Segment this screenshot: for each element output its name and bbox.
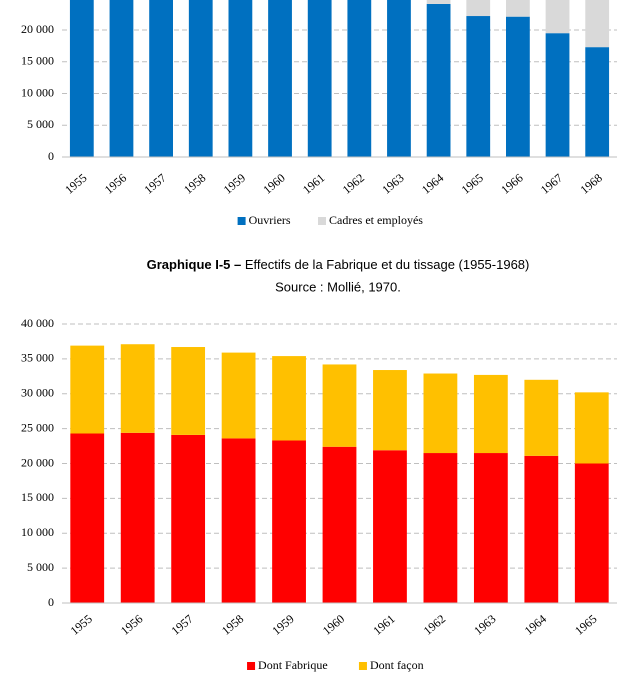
x-tick-label: 1961 bbox=[370, 612, 397, 638]
y-tick-label: 10 000 bbox=[21, 85, 54, 99]
bar-segment bbox=[473, 374, 508, 454]
bar-segment bbox=[545, 0, 570, 34]
x-tick-label: 1963 bbox=[379, 171, 406, 197]
title-text: Effectifs de la Fabrique et du tissage (… bbox=[245, 257, 530, 272]
bar-segment bbox=[373, 370, 407, 451]
y-tick-label: 0 bbox=[48, 149, 54, 163]
y-tick-label: 20 000 bbox=[21, 455, 54, 469]
bar-segment bbox=[506, 16, 530, 157]
title-label: Graphique I-5 – bbox=[147, 257, 242, 272]
bar-segment bbox=[524, 379, 559, 456]
bar-segment bbox=[171, 434, 206, 603]
bar-segment bbox=[585, 47, 610, 157]
legend-label: Cadres et employés bbox=[329, 213, 423, 227]
bar-segment bbox=[347, 0, 372, 158]
bar-segment bbox=[585, 0, 610, 48]
x-tick-label: 1964 bbox=[419, 171, 446, 197]
bar-segment bbox=[506, 0, 530, 17]
y-tick-label: 30 000 bbox=[21, 386, 54, 400]
x-tick-label: 1960 bbox=[260, 171, 287, 197]
bar-segment bbox=[545, 33, 570, 157]
bar-segment bbox=[188, 0, 213, 157]
y-tick-label: 10 000 bbox=[21, 525, 54, 539]
legend-label: Ouvriers bbox=[249, 213, 291, 227]
x-tick-label: 1957 bbox=[141, 171, 168, 197]
x-tick-label: 1962 bbox=[340, 171, 367, 197]
bar-segment bbox=[120, 344, 155, 433]
chart-title: Graphique I-5 – Effectifs de la Fabrique… bbox=[147, 257, 530, 272]
x-tick-label: 1957 bbox=[168, 612, 195, 638]
x-tick-label: 1956 bbox=[102, 171, 129, 197]
bar-segment bbox=[466, 16, 491, 157]
y-tick-label: 5 000 bbox=[27, 560, 54, 574]
bar-segment bbox=[69, 0, 94, 157]
legend-label: Dont Fabrique bbox=[258, 658, 328, 672]
x-tick-label: 1958 bbox=[181, 171, 208, 197]
bar-segment bbox=[423, 453, 458, 603]
bar-segment bbox=[387, 0, 411, 157]
y-tick-label: 35 000 bbox=[21, 351, 54, 365]
bar-segment bbox=[272, 440, 306, 603]
legend-swatch bbox=[318, 217, 326, 225]
bar-segment bbox=[524, 455, 559, 603]
x-tick-label: 1965 bbox=[572, 612, 599, 638]
y-tick-label: 0 bbox=[48, 595, 54, 609]
legend-label: Dont façon bbox=[370, 658, 424, 672]
x-tick-label: 1955 bbox=[62, 171, 89, 197]
y-tick-label: 20 000 bbox=[21, 22, 54, 36]
bar-segment bbox=[272, 356, 306, 441]
bar-segment bbox=[120, 432, 155, 603]
x-tick-label: 1968 bbox=[577, 171, 604, 197]
bar-segment bbox=[574, 392, 609, 464]
bar-segment bbox=[171, 347, 206, 435]
bar-segment bbox=[228, 0, 253, 158]
legend-swatch bbox=[358, 662, 367, 670]
bar-segment bbox=[70, 433, 105, 603]
bar-segment bbox=[473, 453, 508, 603]
y-tick-label: 5 000 bbox=[27, 117, 54, 131]
legend-swatch bbox=[237, 217, 246, 225]
x-tick-label: 1959 bbox=[269, 612, 296, 638]
x-tick-label: 1956 bbox=[118, 612, 145, 638]
bar-segment bbox=[574, 463, 609, 603]
bar-segment bbox=[109, 0, 134, 158]
y-tick-label: 25 000 bbox=[21, 420, 54, 434]
bar-segment bbox=[426, 0, 451, 4]
x-tick-label: 1967 bbox=[538, 171, 565, 197]
bar-segment bbox=[307, 0, 332, 157]
bar-segment bbox=[373, 450, 407, 603]
bar-segment bbox=[426, 3, 451, 157]
x-tick-label: 1959 bbox=[221, 171, 248, 197]
x-tick-label: 1962 bbox=[421, 612, 448, 638]
x-tick-label: 1958 bbox=[219, 612, 246, 638]
x-tick-label: 1955 bbox=[68, 612, 95, 638]
bar-segment bbox=[466, 0, 491, 17]
bar-segment bbox=[149, 0, 173, 157]
chart-subtitle: Source : Mollié, 1970. bbox=[275, 279, 401, 294]
y-tick-label: 15 000 bbox=[21, 490, 54, 504]
x-tick-label: 1961 bbox=[300, 171, 327, 197]
bar-segment bbox=[221, 352, 256, 439]
y-tick-label: 15 000 bbox=[21, 54, 54, 68]
chart-workforce: 0 5 000 10 000 15 000 20 000 1955 1956 1957 1958… bbox=[21, 0, 617, 227]
bar-segment bbox=[221, 438, 256, 603]
bar-segment bbox=[268, 0, 292, 157]
bar-segment bbox=[423, 373, 458, 454]
x-tick-label: 1963 bbox=[471, 612, 498, 638]
bar-segment bbox=[322, 364, 357, 447]
y-tick-label: 40 000 bbox=[21, 316, 54, 330]
x-tick-label: 1966 bbox=[498, 171, 525, 197]
x-tick-label: 1965 bbox=[459, 171, 486, 197]
legend-swatch bbox=[247, 662, 256, 670]
x-tick-label: 1964 bbox=[522, 612, 549, 638]
x-tick-label: 1960 bbox=[320, 612, 347, 638]
bar-segment bbox=[70, 345, 105, 434]
bar-segment bbox=[322, 446, 357, 603]
chart-fabrique: Graphique I-5 – Effectifs de la Fabrique… bbox=[21, 257, 617, 672]
